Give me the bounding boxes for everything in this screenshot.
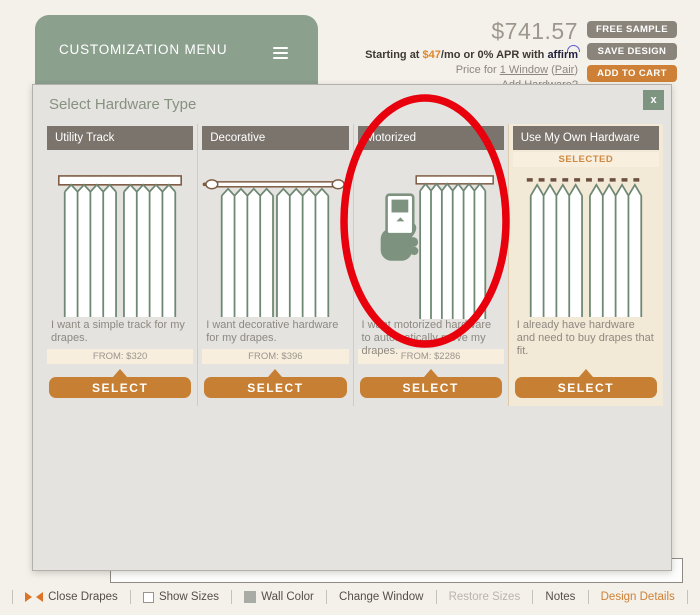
card-use-my-own-hardware: Use My Own Hardware SELECTED I already h… [508,124,663,406]
add-to-cart-button[interactable]: ADD TO CART [587,65,677,82]
customization-menu-header: CUSTOMIZATION MENU [35,15,318,88]
toolbar-divider [587,590,589,604]
close-drapes-right-arrow-icon [25,592,33,602]
wall-color-label: Wall Color [261,591,314,603]
toolbar-divider [12,590,13,604]
select-area: SELECT [354,369,508,398]
select-area: SELECT [198,369,352,398]
notes-button[interactable]: Notes [545,591,575,603]
utility-track-drawing [58,175,183,318]
financing-amount: $47 [422,49,441,61]
select-utility-track-button[interactable]: SELECT [49,377,192,398]
financing-mid: /mo or 0% APR with [440,49,548,61]
select-decorative-button[interactable]: SELECT [204,377,347,398]
select-notch-icon [578,369,593,377]
change-window-button[interactable]: Change Window [339,591,423,603]
card-price-from: FROM: $320 [47,349,194,364]
select-notch-icon [113,369,128,377]
selected-badge: SELECTED [512,152,659,167]
affirm-logo: affirm [547,45,580,61]
wall-color-swatch-icon [244,591,257,603]
select-notch-icon [423,369,438,377]
own-hardware-illustration [509,167,663,319]
save-design-button[interactable]: SAVE DESIGN [587,43,677,60]
card-price-from: FROM: $2286 [357,349,504,364]
price-for-prefix: Price for [455,64,500,76]
select-notch-icon [268,369,283,377]
price-for-line: Price for 1 Window (Pair) [365,64,578,76]
restore-sizes-button: Restore Sizes [449,591,521,603]
window-count-link[interactable]: 1 Window [499,64,549,76]
close-drapes-left-arrow-icon [36,592,44,602]
change-window-label: Change Window [339,591,424,603]
design-details-button[interactable]: Design Details [601,591,675,603]
header-action-buttons: FREE SAMPLE SAVE DESIGN ADD TO CART [587,21,677,82]
wall-color-button[interactable]: Wall Color [244,591,314,603]
card-description: I want a simple track for my drapes. [51,319,185,344]
card-description: I want motorized hardware to automatical… [361,319,492,357]
card-motorized: Motorized [354,124,509,406]
card-motorized-header[interactable]: Motorized [357,126,504,150]
card-use-my-own-header[interactable]: Use My Own Hardware [512,126,659,150]
price-for-mid: ( [548,64,555,76]
card-decorative-header[interactable]: Decorative [202,126,349,150]
motorized-drawing [380,175,494,320]
card-description: I already have hardware and need to buy … [516,319,654,357]
show-sizes-toggle[interactable]: Show Sizes [142,591,220,603]
own-hardware-drawing [526,178,646,318]
affirm-arc-icon [567,45,580,52]
select-hardware-modal: Select Hardware Type x Utility Track I w… [32,84,672,571]
affirm-text: affirm [547,49,578,61]
card-description: I want decorative hardware for my drapes… [206,319,339,344]
card-utility-track-header[interactable]: Utility Track [47,126,194,150]
free-sample-button[interactable]: FREE SAMPLE [587,21,677,38]
price-summary: $741.57 Starting at $47/mo or 0% APR wit… [365,18,580,91]
design-details-label: Design Details [600,591,675,603]
toolbar-divider [686,590,688,604]
decorative-illustration [198,167,352,319]
toolbar-divider [532,590,534,604]
close-drapes-button[interactable]: Close Drapes [25,591,118,603]
select-own-hardware-button[interactable]: SELECT [514,377,657,398]
remote-in-hand-icon [380,193,418,261]
card-utility-track: Utility Track I want a simple track for … [43,124,199,406]
hamburger-menu-icon[interactable] [273,47,288,62]
decorative-rod-drawing [203,179,348,318]
utility-track-illustration [43,167,197,319]
notes-label: Notes [545,591,576,603]
toolbar-divider [325,590,327,604]
close-drapes-label: Close Drapes [48,591,118,603]
toolbar-divider [435,590,437,604]
price-for-suffix: ) [574,64,578,76]
show-sizes-label: Show Sizes [158,591,220,603]
restore-sizes-label: Restore Sizes [448,591,521,603]
modal-title: Select Hardware Type [49,96,197,113]
customization-menu-title: CUSTOMIZATION MENU [59,42,228,57]
total-price: $741.57 [491,18,578,44]
show-sizes-checkbox-icon[interactable] [142,591,154,603]
modal-close-button[interactable]: x [643,90,664,110]
toolbar-divider [231,590,233,604]
card-price-from: FROM: $396 [202,349,349,364]
toolbar-divider [129,590,131,604]
motorized-illustration [354,167,508,320]
bottom-toolbar: Close Drapes Show Sizes Wall Color Chang… [0,584,700,610]
select-area: SELECT [509,369,663,398]
financing-line: Starting at $47/mo or 0% APR with affirm [365,45,580,61]
pair-link[interactable]: Pair [554,64,575,76]
select-motorized-button[interactable]: SELECT [359,377,502,398]
financing-prefix: Starting at [365,49,423,61]
select-area: SELECT [43,369,197,398]
card-decorative: Decorative I want decorative hardware fo… [198,124,354,406]
hardware-cards: Utility Track I want a simple track for … [43,124,663,406]
